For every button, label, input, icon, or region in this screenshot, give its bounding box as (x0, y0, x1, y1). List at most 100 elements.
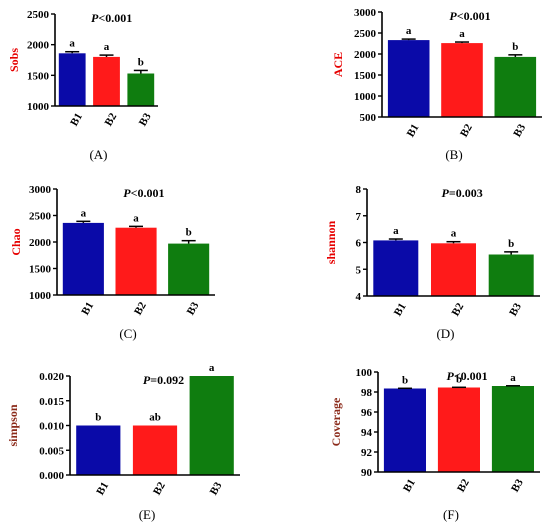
error-bar-b2 (446, 240, 461, 244)
x-tick-label: B2 (151, 480, 168, 498)
panel-f: b B1 b B2 a B3 90 92 94 96 98 100 Coverage P<0.001 (F) (329, 367, 540, 522)
y-tick-label: 2000 (27, 40, 50, 52)
significance-letter: b (138, 56, 144, 68)
y-tick-label: 0.010 (39, 421, 64, 433)
significance-letter: a (104, 41, 110, 53)
chart-title: P<0.001 (449, 9, 490, 23)
error-bar-b1 (388, 238, 403, 241)
bar-b2 (431, 243, 476, 296)
error-bar-b3 (181, 239, 196, 244)
x-tick-label: B2 (455, 477, 472, 495)
y-tick-label: 0.020 (39, 371, 64, 383)
x-tick-label: B2 (458, 122, 475, 140)
y-tick-label: 90 (361, 467, 373, 479)
significance-letter: a (393, 225, 399, 237)
significance-letter: a (69, 38, 75, 50)
panel-d: a B1 a B2 b B3 4 5 6 7 8 shannon P=0.003 (D) (324, 184, 540, 341)
x-tick-label: B1 (68, 111, 85, 128)
significance-letter: a (510, 372, 516, 384)
error-bar-b2 (129, 225, 143, 228)
y-tick-label: 3000 (354, 7, 377, 19)
x-tick-label: B1 (392, 301, 409, 318)
bar-b1 (383, 388, 426, 472)
y-axis-label: shannon (324, 220, 338, 264)
y-tick-label: 1500 (27, 70, 50, 82)
y-tick-label: 5 (356, 264, 362, 276)
bar-b3 (127, 73, 155, 106)
y-tick-label: 0.005 (39, 445, 64, 457)
panel-caption: (E) (139, 507, 156, 522)
significance-letter: a (81, 207, 87, 219)
significance-letter: b (456, 373, 462, 385)
chart-title: P<0.001 (447, 369, 488, 383)
error-bar-b2 (99, 54, 114, 57)
y-tick-label: 1000 (27, 101, 50, 113)
y-axis-label: Chao (9, 228, 23, 255)
y-tick-label: 500 (360, 112, 377, 124)
bar-b2 (115, 227, 157, 295)
panel-a: a B1 a B2 b B3 1000 1500 2000 2500 Sobs P<0.001 (A) (7, 9, 158, 162)
x-tick-label: B1 (401, 477, 418, 494)
significance-letter: a (406, 25, 412, 37)
chart-title: P=0.003 (442, 186, 483, 200)
panel-b: a B1 a B2 b B3 500 1000 1500 2000 2500 3000 ACE P<0.0… (331, 7, 542, 162)
error-bar-b1 (76, 220, 91, 223)
significance-letter: a (451, 228, 457, 240)
y-tick-label: 4 (356, 291, 362, 303)
panel-caption: (C) (119, 326, 136, 341)
error-bar-b3 (508, 54, 523, 57)
error-bar-b1 (401, 38, 416, 41)
bar-b1 (62, 222, 104, 295)
bar-b3 (189, 376, 234, 475)
y-tick-label: 2500 (354, 28, 377, 40)
significance-letter: a (133, 212, 139, 224)
x-tick-label: B1 (94, 480, 111, 497)
x-tick-label: B2 (103, 111, 120, 129)
x-tick-label: B3 (137, 111, 154, 129)
x-tick-label: B3 (507, 301, 524, 319)
x-tick-label: B3 (511, 122, 528, 140)
x-tick-label: B3 (185, 300, 202, 318)
chart-title: P<0.001 (91, 11, 132, 25)
y-tick-label: 96 (361, 407, 373, 419)
error-bar-b3 (133, 69, 148, 74)
x-tick-label: B2 (450, 301, 467, 319)
error-bar-b3 (504, 251, 519, 255)
x-tick-label: B3 (509, 477, 526, 495)
significance-letter: ab (149, 412, 161, 424)
panel-caption: (D) (436, 326, 454, 341)
y-tick-label: 0.000 (39, 470, 64, 482)
bar-b3 (491, 386, 534, 472)
significance-letter: a (459, 28, 465, 40)
bar-b3 (494, 56, 537, 117)
y-tick-label: 6 (356, 238, 362, 250)
panel-caption: (F) (443, 507, 459, 522)
bar-b1 (373, 240, 419, 296)
bar-b1 (58, 53, 86, 106)
y-tick-label: 100 (356, 367, 373, 379)
significance-letter: b (95, 412, 101, 424)
y-axis-label: Sobs (7, 48, 21, 72)
chart-title: P<0.001 (123, 186, 164, 200)
y-tick-label: 7 (356, 211, 362, 223)
x-tick-label: B2 (132, 300, 149, 318)
bar-b1 (387, 40, 430, 117)
y-tick-label: 2500 (29, 211, 52, 223)
y-tick-label: 92 (361, 447, 373, 459)
chart-title: P=0.092 (143, 373, 184, 387)
bar-b1 (76, 425, 121, 475)
x-tick-label: B1 (79, 300, 96, 317)
panel-e: b B1 ab B2 a B3 0.000 0.005 0.010 0.015 0.020 simps… (6, 362, 240, 522)
y-tick-label: 2000 (29, 237, 52, 249)
significance-letter: b (512, 41, 518, 53)
y-tick-label: 1500 (354, 70, 377, 82)
y-tick-label: 98 (361, 387, 373, 399)
y-tick-label: 2000 (354, 49, 377, 61)
bar-b3 (168, 243, 210, 295)
panel-c: a B1 a B2 b B3 1000 1500 2000 2500 3000 Chao P<0.001… (9, 184, 215, 341)
y-tick-label: 0.015 (39, 396, 64, 408)
y-axis-label: ACE (331, 52, 345, 77)
error-bar-b2 (455, 41, 469, 44)
bar-b2 (437, 387, 480, 472)
